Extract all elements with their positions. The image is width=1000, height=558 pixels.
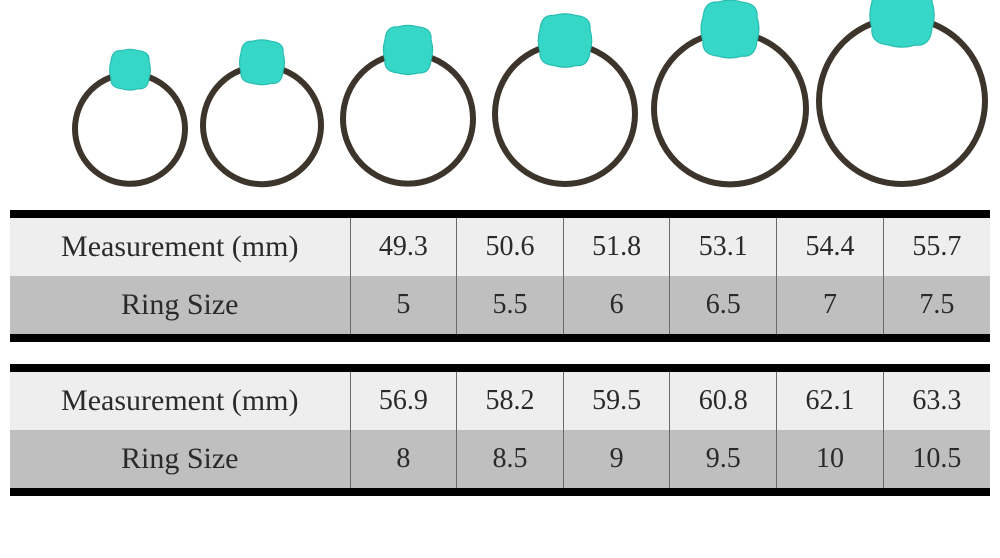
- ring-illustration: [335, 20, 481, 190]
- cell-value: 55.7: [883, 214, 990, 276]
- cell-value: 56.9: [350, 368, 457, 430]
- cell-value: 49.3: [350, 214, 457, 276]
- cell-value: 7.5: [883, 276, 990, 338]
- row-label: Ring Size: [10, 276, 350, 338]
- table-row: Ring Size88.599.51010.5: [10, 430, 990, 492]
- row-label: Ring Size: [10, 430, 350, 492]
- cell-value: 62.1: [777, 368, 884, 430]
- cell-value: 51.8: [563, 214, 670, 276]
- ring-illustration: [67, 45, 193, 190]
- cell-value: 6: [563, 276, 670, 338]
- cell-value: 7: [777, 276, 884, 338]
- cell-value: 10: [777, 430, 884, 492]
- cell-value: 63.3: [883, 368, 990, 430]
- cell-value: 5.5: [457, 276, 564, 338]
- cell-value: 9.5: [670, 430, 777, 492]
- ring-illustration: [811, 0, 993, 190]
- cell-value: 6.5: [670, 276, 777, 338]
- row-label: Measurement (mm): [10, 214, 350, 276]
- ring-size-illustration: [0, 0, 1000, 210]
- cell-value: 58.2: [457, 368, 564, 430]
- ring-size-table: Measurement (mm)49.350.651.853.154.455.7…: [10, 210, 990, 342]
- cell-value: 54.4: [777, 214, 884, 276]
- ring-size-table: Measurement (mm)56.958.259.560.862.163.3…: [10, 364, 990, 496]
- table-row: Measurement (mm)49.350.651.853.154.455.7: [10, 214, 990, 276]
- ring-illustration: [195, 35, 329, 190]
- row-label: Measurement (mm): [10, 368, 350, 430]
- cell-value: 59.5: [563, 368, 670, 430]
- table-row: Measurement (mm)56.958.259.560.862.163.3: [10, 368, 990, 430]
- cell-value: 53.1: [670, 214, 777, 276]
- ring-size-tables: Measurement (mm)49.350.651.853.154.455.7…: [0, 210, 1000, 496]
- ring-illustration: [487, 8, 643, 190]
- cell-value: 10.5: [883, 430, 990, 492]
- cell-value: 60.8: [670, 368, 777, 430]
- cell-value: 8: [350, 430, 457, 492]
- table-row: Ring Size55.566.577.5: [10, 276, 990, 338]
- cell-value: 50.6: [457, 214, 564, 276]
- cell-value: 8.5: [457, 430, 564, 492]
- ring-illustration: [646, 0, 814, 190]
- cell-value: 9: [563, 430, 670, 492]
- cell-value: 5: [350, 276, 457, 338]
